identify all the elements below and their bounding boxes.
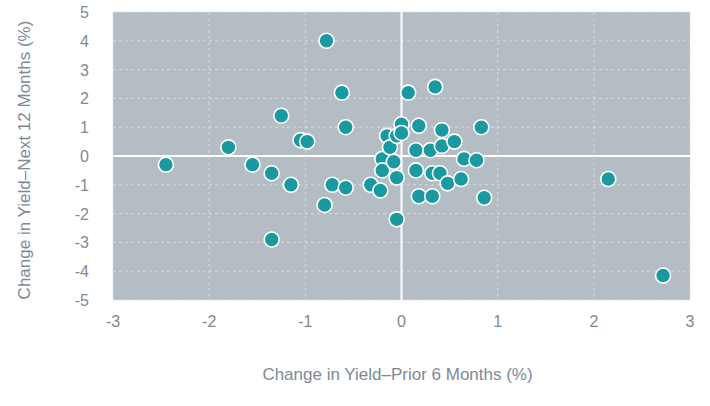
point: [401, 85, 416, 100]
x-grid-line: [209, 12, 210, 300]
point: [317, 197, 332, 212]
point: [245, 157, 260, 172]
point: [158, 157, 173, 172]
point: [334, 85, 349, 100]
x-grid-line: [690, 12, 691, 300]
point: [425, 189, 440, 204]
point: [386, 154, 401, 169]
point: [454, 172, 469, 187]
x-tick-label: -2: [202, 313, 216, 330]
y-axis-title: Change in Yield–Next 12 Months (%): [15, 21, 34, 300]
point: [474, 120, 489, 135]
x-tick-label: 1: [493, 313, 502, 330]
x-grid-line: [497, 12, 498, 300]
point: [411, 118, 426, 133]
point: [274, 108, 289, 123]
point: [283, 177, 298, 192]
point: [408, 163, 423, 178]
point: [338, 180, 353, 195]
point: [428, 79, 443, 94]
x-tick-label: 0: [397, 313, 406, 330]
x-tick-label: 2: [589, 313, 598, 330]
point: [408, 143, 423, 158]
x-grid-line: [113, 12, 114, 300]
y-tick-label: -5: [75, 292, 89, 309]
x-axis-title: Change in Yield–Prior 6 Months (%): [262, 365, 532, 384]
y-tick-label: -3: [75, 234, 89, 251]
y-tick-label: -4: [75, 263, 89, 280]
point: [264, 166, 279, 181]
y-tick-label: -1: [75, 177, 89, 194]
point: [389, 170, 404, 185]
x-grid-line: [593, 12, 594, 300]
point: [325, 177, 340, 192]
y-tick-label: 1: [80, 119, 89, 136]
point: [338, 120, 353, 135]
point: [319, 33, 334, 48]
points: [158, 33, 670, 283]
point: [373, 183, 388, 198]
point: [434, 123, 449, 138]
point: [300, 134, 315, 149]
y-tick-label: 5: [80, 4, 89, 21]
point: [221, 140, 236, 155]
y-tick-label: 3: [80, 62, 89, 79]
point: [477, 190, 492, 205]
y-tick-label: 4: [80, 33, 89, 50]
y-tick-label: 2: [80, 90, 89, 107]
chart: -5 -4 -3 -2 -1 0 1 2 3 4 5 -3 -2 -1 0 1 2 3 Change in Yiel…: [0, 0, 710, 406]
x-grid-line: [305, 12, 306, 300]
point: [656, 268, 671, 283]
x-grid-line: [401, 12, 403, 300]
x-tick-label: -3: [106, 313, 120, 330]
y-tick-label: 0: [80, 148, 89, 165]
point: [447, 134, 462, 149]
point: [264, 232, 279, 247]
x-tick-label: -1: [298, 313, 312, 330]
point: [389, 212, 404, 227]
plot-area: [113, 12, 690, 300]
point: [469, 153, 484, 168]
point: [601, 172, 616, 187]
x-tick-label: 3: [686, 313, 695, 330]
point: [394, 125, 409, 140]
y-tick-label: -2: [75, 206, 89, 223]
